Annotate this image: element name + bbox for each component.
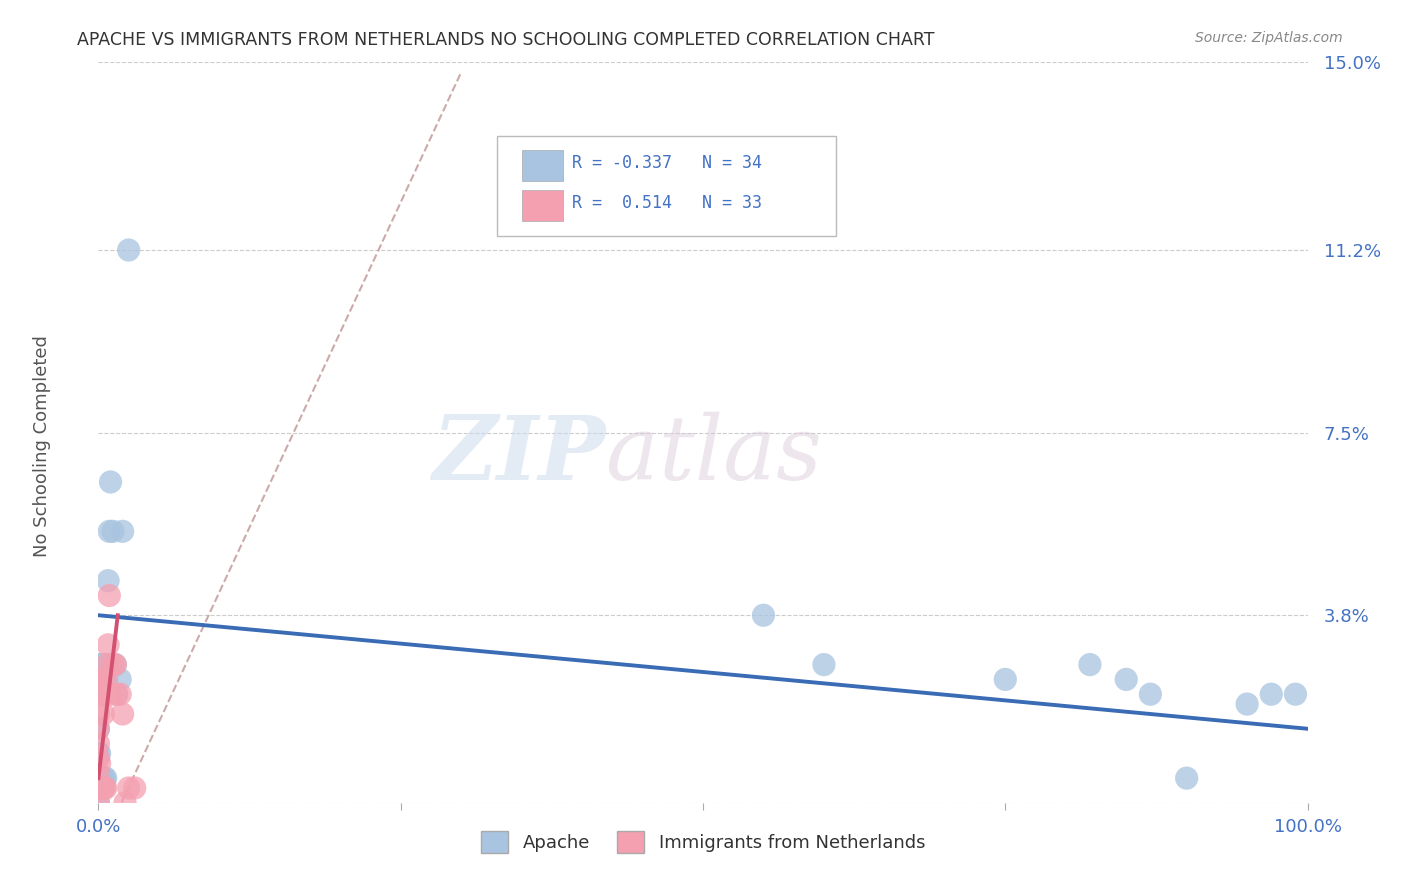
Text: R = -0.337   N = 34: R = -0.337 N = 34 <box>572 154 762 172</box>
Point <box>114 796 136 810</box>
Point <box>93 687 115 701</box>
Point <box>90 687 112 701</box>
Point <box>111 524 134 539</box>
Point <box>91 780 114 795</box>
Point <box>91 706 114 721</box>
Point <box>87 722 110 736</box>
Point <box>94 673 117 687</box>
FancyBboxPatch shape <box>498 136 837 236</box>
Legend: Apache, Immigrants from Netherlands: Apache, Immigrants from Netherlands <box>474 824 932 861</box>
Point <box>752 608 775 623</box>
Point <box>89 780 111 795</box>
Point <box>91 657 114 672</box>
Point <box>97 638 120 652</box>
Point <box>89 747 111 761</box>
Point <box>89 673 111 687</box>
Point <box>87 747 110 761</box>
Point <box>1284 687 1306 701</box>
Point <box>108 673 131 687</box>
Point <box>108 687 131 701</box>
Point <box>100 687 122 701</box>
Point <box>118 780 141 795</box>
Point <box>93 687 115 701</box>
Point <box>87 737 110 751</box>
Point <box>1139 687 1161 701</box>
Point <box>87 771 110 785</box>
Point <box>98 589 121 603</box>
Point <box>89 756 111 771</box>
Point <box>91 771 114 785</box>
Point <box>90 687 112 701</box>
Point <box>91 673 114 687</box>
Point <box>87 687 110 701</box>
Point <box>1078 657 1101 672</box>
Point <box>91 780 114 795</box>
Point <box>94 771 117 785</box>
Point <box>93 771 115 785</box>
Point <box>1260 687 1282 701</box>
Point <box>87 722 110 736</box>
Point <box>105 687 128 701</box>
Point <box>1115 673 1137 687</box>
Point <box>104 657 127 672</box>
Point <box>87 796 110 810</box>
Point <box>98 524 121 539</box>
Point <box>87 687 110 701</box>
FancyBboxPatch shape <box>522 190 562 221</box>
Point <box>94 657 117 672</box>
Point <box>96 657 118 672</box>
Point <box>87 706 110 721</box>
Point <box>90 771 112 785</box>
Point <box>89 771 111 785</box>
Point <box>104 657 127 672</box>
Point <box>105 687 128 701</box>
Point <box>87 796 110 810</box>
Text: No Schooling Completed: No Schooling Completed <box>34 335 51 557</box>
Point <box>124 780 146 795</box>
Point <box>90 780 112 795</box>
Point <box>100 475 122 489</box>
Point <box>1236 697 1258 711</box>
Point <box>111 706 134 721</box>
Point <box>91 687 114 701</box>
Text: APACHE VS IMMIGRANTS FROM NETHERLANDS NO SCHOOLING COMPLETED CORRELATION CHART: APACHE VS IMMIGRANTS FROM NETHERLANDS NO… <box>77 31 935 49</box>
Point <box>87 657 110 672</box>
Point <box>97 574 120 588</box>
Text: R =  0.514   N = 33: R = 0.514 N = 33 <box>572 194 762 212</box>
Point <box>89 657 111 672</box>
Point <box>101 657 124 672</box>
Text: atlas: atlas <box>606 411 823 499</box>
Point <box>118 243 141 257</box>
Point <box>1175 771 1198 785</box>
Text: ZIP: ZIP <box>433 411 606 498</box>
Point <box>87 766 110 780</box>
Point <box>994 673 1017 687</box>
Point <box>813 657 835 672</box>
Point <box>94 780 117 795</box>
FancyBboxPatch shape <box>522 150 562 181</box>
Text: Source: ZipAtlas.com: Source: ZipAtlas.com <box>1195 31 1343 45</box>
Point <box>101 524 124 539</box>
Point <box>87 751 110 765</box>
Point <box>96 673 118 687</box>
Point <box>93 780 115 795</box>
Point <box>87 780 110 795</box>
Point <box>91 771 114 785</box>
